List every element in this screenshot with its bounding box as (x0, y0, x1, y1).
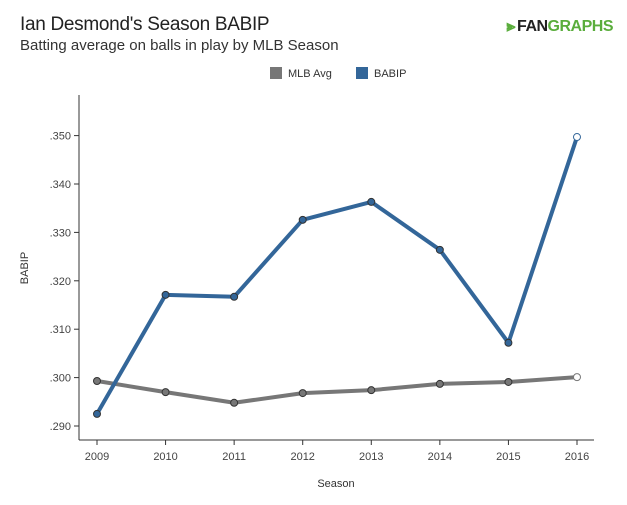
data-point (504, 377, 513, 386)
data-point (161, 388, 170, 397)
data-point (435, 245, 444, 254)
legend-label: MLB Avg (288, 68, 332, 80)
series-line-babip (95, 136, 579, 415)
x-tick-label: 2015 (496, 451, 520, 463)
x-tick-label: 2013 (359, 451, 383, 463)
legend-swatch-0 (270, 67, 282, 79)
y-tick-label: .340 (50, 179, 71, 191)
data-point (93, 376, 101, 385)
x-axis-label: Season (317, 478, 354, 490)
data-point (298, 389, 307, 398)
chart-title: Ian Desmond's Season BABIP (20, 14, 270, 35)
data-point (298, 215, 307, 224)
data-point (230, 398, 239, 407)
y-tick-label: .330 (50, 227, 71, 239)
fangraphs-logo: ⫸ FANGRAPHS (506, 18, 614, 35)
legend-swatch-1 (356, 67, 368, 79)
data-point (93, 409, 101, 418)
data-point (230, 292, 239, 301)
data-point (572, 373, 581, 382)
data-point (367, 197, 376, 206)
x-tick-label: 2012 (290, 451, 314, 463)
data-point (572, 133, 581, 142)
series-line-mlb-avg (96, 375, 578, 405)
y-tick-label: .290 (50, 421, 71, 433)
data-point (161, 290, 170, 299)
chart-subtitle: Batting average on balls in play by MLB … (20, 37, 339, 54)
x-tick-label: 2009 (85, 451, 109, 463)
x-tick-label: 2014 (428, 451, 452, 463)
x-tick-label: 2010 (153, 451, 177, 463)
x-tick-label: 2011 (222, 451, 246, 463)
x-tick-label: 2016 (565, 451, 589, 463)
y-tick-label: .300 (50, 373, 71, 385)
data-point (504, 338, 513, 347)
y-tick-label: .320 (50, 276, 71, 288)
data-point (367, 386, 376, 395)
batter-icon: ⫸ (506, 18, 516, 35)
legend-label: BABIP (374, 68, 406, 80)
y-axis-label: BABIP (19, 252, 31, 284)
y-tick-label: .350 (50, 131, 71, 143)
data-point (435, 379, 444, 388)
y-tick-label: .310 (50, 324, 71, 336)
